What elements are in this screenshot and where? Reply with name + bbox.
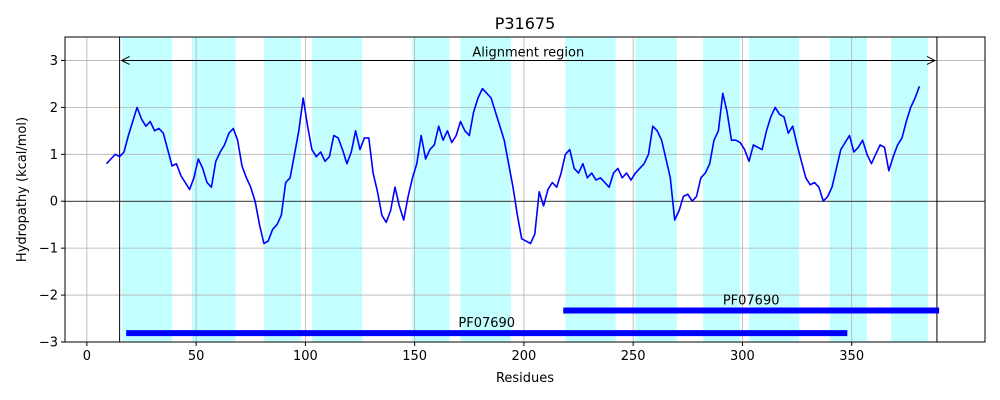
tm-region-9	[703, 37, 741, 342]
chart-title: P31675	[495, 14, 556, 33]
x-tick-label: 0	[83, 349, 91, 364]
alignment-arrow-right-head	[926, 56, 937, 65]
y-tick-label: −2	[39, 289, 58, 304]
alignment-region: Alignment region	[120, 45, 937, 65]
x-tick-label: 100	[293, 349, 318, 364]
x-tick-label: 150	[402, 349, 427, 364]
tm-region-10	[748, 37, 800, 342]
x-tick-label: 50	[188, 349, 205, 364]
hydropathy-line	[105, 86, 921, 245]
x-tick-label: 300	[730, 349, 755, 364]
y-tick-label: 3	[50, 54, 58, 69]
alignment-region-label: Alignment region	[472, 45, 584, 60]
tm-region-7	[565, 37, 616, 342]
pfam-domains: PF07690 PF07690	[126, 294, 940, 337]
y-tick-label: 1	[50, 148, 58, 163]
tm-region-4	[311, 37, 363, 342]
x-axis-label: Residues	[496, 371, 554, 386]
plot-frame	[64, 36, 986, 343]
y-tick-label: −3	[39, 336, 58, 351]
hydropathy-series	[105, 86, 921, 245]
y-tick-label: −1	[39, 242, 58, 257]
tm-region-3	[263, 37, 302, 342]
tm-region-12	[891, 37, 929, 342]
y-axis-label: Hydropathy (kcal/mol)	[15, 117, 30, 262]
tm-region-8	[635, 37, 677, 342]
tm-region-11	[829, 37, 867, 342]
domain-label-1: PF07690	[723, 294, 780, 309]
tm-region-6	[460, 37, 511, 342]
axis-ticks: 0 50 100 150 200 250 300 350 −3 −2 −1 0 1 2 3	[39, 54, 864, 364]
tm-region-2	[191, 37, 236, 342]
tm-region-5	[412, 37, 450, 342]
tm-region-1	[121, 37, 173, 342]
x-tick-label: 350	[839, 349, 864, 364]
transmembrane-regions	[121, 37, 929, 342]
x-tick-label: 250	[621, 349, 646, 364]
domain-label-2: PF07690	[458, 316, 515, 331]
alignment-arrow-left-head	[120, 56, 130, 65]
y-tick-label: 0	[50, 195, 58, 210]
zero-line-layer	[65, 37, 985, 342]
y-tick-label: 2	[50, 101, 58, 116]
x-tick-label: 200	[511, 349, 536, 364]
